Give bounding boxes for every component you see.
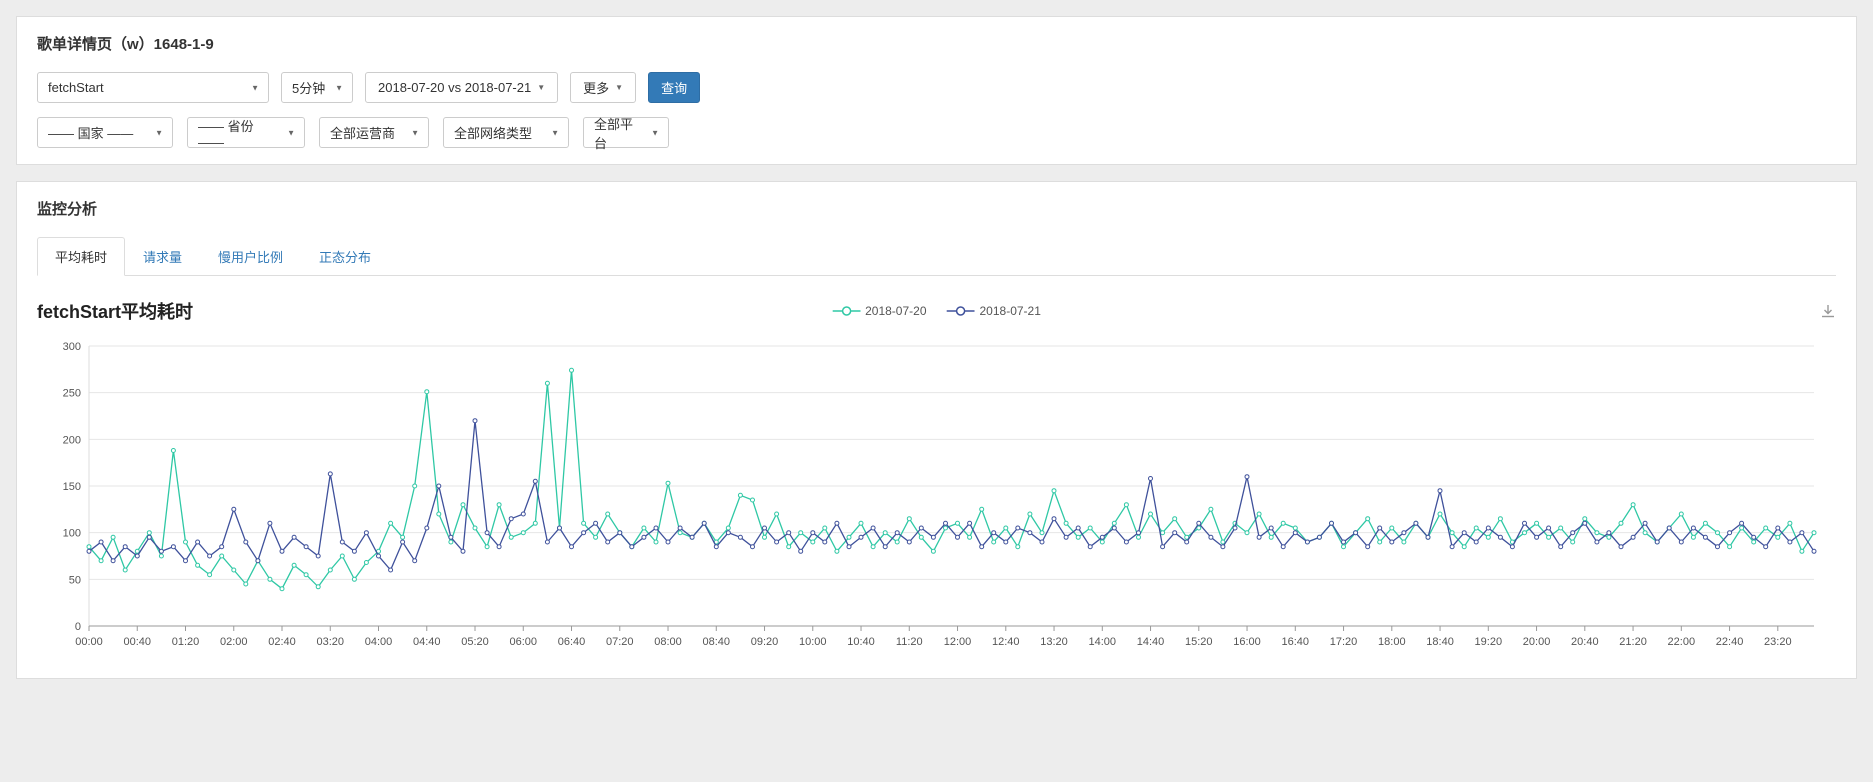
- daterange-button[interactable]: 2018-07-20 vs 2018-07-21 ▼: [365, 72, 559, 103]
- page-title: 歌单详情页（w）1648-1-9: [37, 36, 214, 53]
- svg-text:14:00: 14:00: [1089, 636, 1117, 648]
- caret-down-icon: ▼: [287, 128, 295, 137]
- caret-down-icon: ▼: [615, 83, 624, 92]
- svg-text:250: 250: [63, 388, 81, 400]
- filter-select-value: 全部运营商: [330, 126, 396, 141]
- svg-text:11:20: 11:20: [896, 636, 923, 648]
- tab-normal-distribution[interactable]: 正态分布: [319, 250, 372, 265]
- svg-text:14:40: 14:40: [1137, 636, 1165, 648]
- legend-marker-icon: [832, 306, 861, 316]
- svg-text:20:40: 20:40: [1571, 636, 1599, 648]
- legend-item[interactable]: 2018-07-21: [946, 304, 1041, 318]
- svg-text:00:40: 00:40: [123, 636, 151, 648]
- filter-select-platform[interactable]: 全部平台 ▼: [583, 117, 669, 151]
- svg-text:200: 200: [63, 434, 81, 446]
- query-button[interactable]: 查询: [648, 72, 701, 103]
- svg-text:09:20: 09:20: [751, 636, 779, 648]
- svg-text:150: 150: [63, 481, 81, 493]
- svg-text:16:00: 16:00: [1233, 636, 1261, 648]
- svg-text:300: 300: [63, 341, 81, 353]
- metric-select[interactable]: fetchStart ▼: [37, 72, 269, 103]
- filter-select-value: —— 国家 ——: [48, 126, 134, 141]
- chart-svg: 0 50 100 150 200 250 300 00:00 00:40 01:20 02:00 02…: [63, 341, 1817, 648]
- svg-text:20:00: 20:00: [1523, 636, 1551, 648]
- filter-select-carrier[interactable]: 全部运营商 ▼: [319, 117, 429, 148]
- svg-text:23:20: 23:20: [1764, 636, 1792, 648]
- svg-text:100: 100: [63, 528, 81, 540]
- svg-text:16:40: 16:40: [1282, 636, 1310, 648]
- caret-down-icon: ▼: [537, 83, 546, 92]
- metric-select-value: fetchStart: [48, 80, 104, 95]
- line-chart: 0 50 100 150 200 250 300 00:00 00:40 01:20 02:00 02…: [37, 332, 1836, 662]
- filter-select-value: 全部平台: [594, 116, 634, 151]
- svg-text:07:20: 07:20: [606, 636, 634, 648]
- more-label: 更多: [583, 81, 610, 96]
- svg-text:02:00: 02:00: [220, 636, 248, 648]
- caret-down-icon: ▼: [411, 128, 419, 137]
- caret-down-icon: ▼: [155, 128, 163, 137]
- filter-select-network-type[interactable]: 全部网络类型 ▼: [443, 117, 569, 148]
- chart-header: fetchStart平均耗时 2018-07-20 2018-07-21: [37, 298, 1836, 324]
- svg-text:06:00: 06:00: [510, 636, 538, 648]
- svg-text:12:00: 12:00: [944, 636, 972, 648]
- chart-title: fetchStart平均耗时: [37, 302, 194, 322]
- more-button[interactable]: 更多 ▼: [570, 72, 637, 103]
- filter-select-value: 全部网络类型: [454, 126, 533, 141]
- svg-text:08:00: 08:00: [654, 636, 682, 648]
- svg-text:06:40: 06:40: [558, 636, 586, 648]
- legend-item[interactable]: 2018-07-20: [832, 304, 927, 318]
- svg-text:18:40: 18:40: [1426, 636, 1454, 648]
- svg-text:05:20: 05:20: [461, 636, 489, 648]
- download-icon[interactable]: [1820, 303, 1836, 319]
- monitor-panel: 监控分析 平均耗时 请求量 慢用户比例 正态分布 fetchStart平均耗时 201…: [16, 181, 1857, 679]
- svg-text:50: 50: [69, 574, 81, 586]
- svg-text:03:20: 03:20: [316, 636, 344, 648]
- filter-select-value: —— 省份 ——: [198, 118, 254, 150]
- svg-text:22:00: 22:00: [1668, 636, 1696, 648]
- svg-text:02:40: 02:40: [268, 636, 296, 648]
- query-panel: 歌单详情页（w）1648-1-9 fetchStart ▼ 5分钟 ▼ 2018…: [16, 16, 1857, 165]
- caret-down-icon: ▼: [651, 128, 659, 137]
- svg-text:01:20: 01:20: [172, 636, 200, 648]
- svg-text:12:40: 12:40: [992, 636, 1020, 648]
- caret-down-icon: ▼: [251, 83, 259, 92]
- svg-text:18:00: 18:00: [1378, 636, 1406, 648]
- svg-text:13:20: 13:20: [1040, 636, 1068, 648]
- svg-text:00:00: 00:00: [75, 636, 103, 648]
- filter-row: —— 国家 —— ▼ —— 省份 —— ▼ 全部运营商 ▼ 全部网络类型 ▼ 全部平台 ▼: [37, 117, 1836, 151]
- filter-select-country[interactable]: —— 国家 —— ▼: [37, 117, 173, 148]
- tab-request-count[interactable]: 请求量: [143, 250, 183, 265]
- caret-down-icon: ▼: [335, 83, 343, 92]
- svg-text:17:20: 17:20: [1330, 636, 1358, 648]
- filter-select-province[interactable]: —— 省份 —— ▼: [187, 117, 305, 150]
- svg-text:08:40: 08:40: [703, 636, 731, 648]
- caret-down-icon: ▼: [551, 128, 559, 137]
- svg-text:15:20: 15:20: [1185, 636, 1213, 648]
- legend-label: 2018-07-21: [979, 304, 1041, 318]
- svg-text:04:00: 04:00: [365, 636, 393, 648]
- tab-avg-time[interactable]: 平均耗时: [37, 237, 126, 276]
- svg-text:21:20: 21:20: [1619, 636, 1647, 648]
- svg-text:22:40: 22:40: [1716, 636, 1744, 648]
- legend-marker-icon: [946, 306, 975, 316]
- interval-select[interactable]: 5分钟 ▼: [281, 72, 353, 103]
- legend-label: 2018-07-20: [865, 304, 927, 318]
- query-controls: fetchStart ▼ 5分钟 ▼ 2018-07-20 vs 2018-07…: [37, 72, 1836, 103]
- svg-text:10:00: 10:00: [799, 636, 827, 648]
- section-title: 监控分析: [37, 201, 98, 218]
- svg-text:10:40: 10:40: [847, 636, 875, 648]
- daterange-label: 2018-07-20 vs 2018-07-21: [378, 80, 532, 95]
- svg-text:19:20: 19:20: [1475, 636, 1503, 648]
- svg-text:0: 0: [75, 621, 81, 633]
- interval-select-value: 5分钟: [292, 81, 326, 96]
- chart-legend: 2018-07-20 2018-07-21: [832, 304, 1041, 318]
- svg-text:04:40: 04:40: [413, 636, 441, 648]
- tab-slow-user-ratio[interactable]: 慢用户比例: [218, 250, 284, 265]
- tab-bar: 平均耗时 请求量 慢用户比例 正态分布: [37, 237, 1836, 276]
